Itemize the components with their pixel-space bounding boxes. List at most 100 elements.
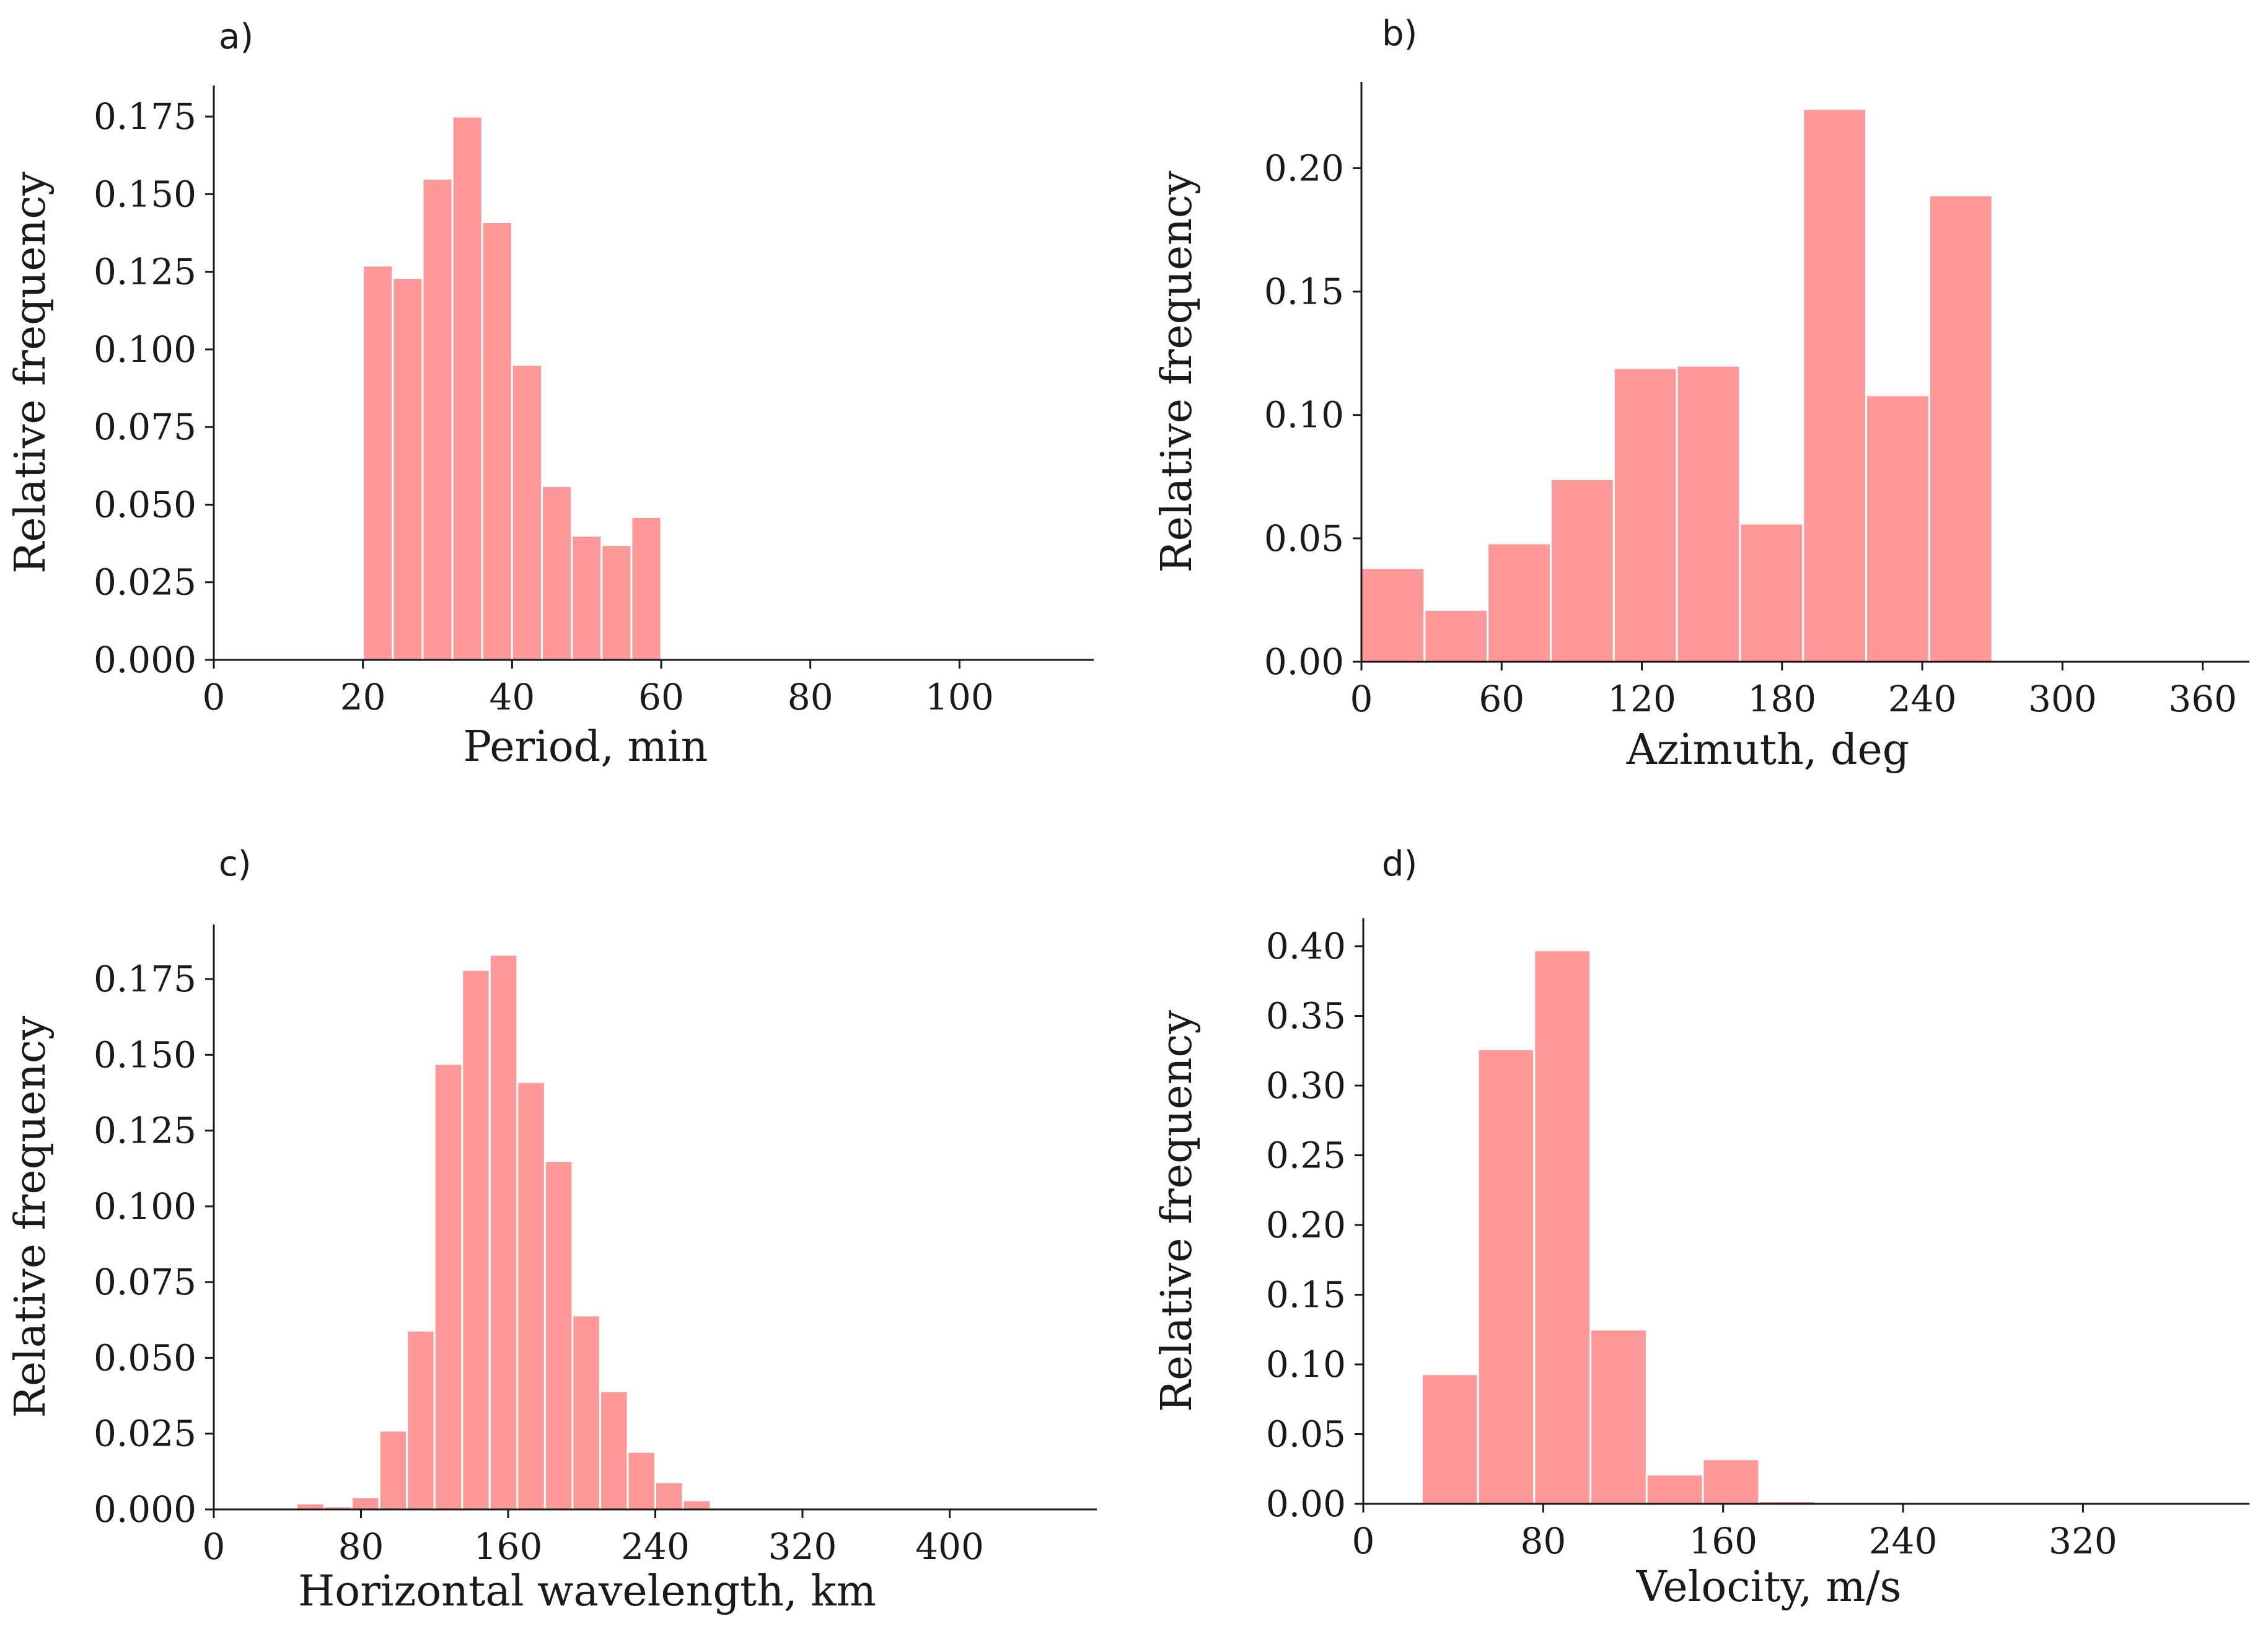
chart-panel-d: 0 80 160 240 320 0.00 0.05 0.10 0.15 0.20 0.25 0.30… — [1153, 844, 2249, 1612]
y-tick-label: 0.25 — [1266, 1135, 1346, 1177]
x-tick-label: 0 — [203, 1526, 226, 1568]
chart-panel-b: 0 60 120 180 240 300 360 0.00 0.05 0.10 0.15 0.20 Az… — [1153, 14, 2249, 775]
histogram-bar — [362, 265, 394, 661]
y-tick-label: 0.150 — [94, 1034, 196, 1076]
x-tick-label: 240 — [1869, 1520, 1938, 1562]
histogram-bar — [600, 544, 633, 661]
x-tick-label: 80 — [338, 1526, 384, 1568]
y-tick-label: 0.050 — [94, 1337, 196, 1379]
y-tick-label: 0.15 — [1264, 271, 1344, 313]
y-tick-label: 0.20 — [1266, 1204, 1346, 1246]
x-tick-label: 160 — [1689, 1520, 1757, 1562]
x-axis-label: Azimuth, deg — [1626, 726, 1910, 775]
y-axis-label: Relative frequency — [6, 1016, 55, 1418]
x-tick-label: 180 — [1747, 678, 1816, 720]
histogram-bar — [1360, 567, 1426, 663]
histogram-bar — [1676, 364, 1741, 663]
panel-label: a) — [219, 17, 253, 57]
y-tick-label: 0.100 — [94, 328, 196, 371]
histogram-bar — [1865, 394, 1930, 663]
histogram-bar — [433, 1063, 464, 1511]
panel-c: 0 80 160 240 320 400 0.000 0.025 0.050 0.075 0.100… — [0, 813, 1134, 1626]
histogram-bar — [1549, 478, 1615, 663]
x-tick-label: 240 — [621, 1526, 690, 1568]
histogram-bar — [351, 1496, 380, 1511]
histogram-bar — [406, 1329, 436, 1511]
x-tick-label: 0 — [203, 676, 226, 718]
x-tick-label: 160 — [474, 1526, 543, 1568]
x-tick-label: 80 — [788, 676, 833, 718]
y-tick-label: 0.05 — [1264, 517, 1344, 560]
panel-d: 0 80 160 240 320 0.00 0.05 0.10 0.15 0.20 0.25 0.30… — [1134, 813, 2268, 1626]
y-tick-label: 0.35 — [1266, 995, 1346, 1037]
histogram-bar — [378, 1429, 408, 1511]
x-tick-label: 360 — [2168, 678, 2237, 720]
y-tick-label: 0.175 — [94, 95, 196, 138]
histogram-bar — [630, 516, 662, 661]
y-tick-label: 0.000 — [94, 639, 196, 681]
y-tick-label: 0.00 — [1264, 641, 1344, 683]
x-tick-label: 100 — [925, 676, 994, 718]
histogram-bar — [392, 277, 424, 661]
histogram-bar — [1423, 608, 1489, 663]
y-tick-label: 0.00 — [1266, 1483, 1346, 1525]
chart-panel-a: 0 20 40 60 80 100 0.000 0.025 0.050 0.075 0.100 0.1… — [6, 17, 1094, 771]
histogram-bar — [1739, 522, 1804, 663]
histogram-bar — [516, 1081, 546, 1511]
x-tick-label: 0 — [1350, 678, 1373, 720]
x-tick-label: 0 — [1352, 1520, 1375, 1562]
histogram-bar — [1702, 1458, 1760, 1505]
y-tick-label: 0.15 — [1266, 1274, 1346, 1316]
chart-panel-c: 0 80 160 240 320 400 0.000 0.025 0.050 0.075 0.100… — [6, 844, 1097, 1616]
histogram-bar — [599, 1390, 629, 1511]
y-tick-label: 0.025 — [94, 561, 196, 604]
y-tick-label: 0.05 — [1266, 1413, 1346, 1456]
panel-label: c) — [219, 844, 252, 884]
x-tick-label: 400 — [915, 1526, 984, 1568]
panel-label: b) — [1382, 14, 1417, 54]
histogram-bar — [451, 115, 483, 661]
y-axis-label: Relative frequency — [1153, 1009, 1202, 1412]
histogram-bar — [488, 954, 519, 1511]
y-tick-label: 0.30 — [1266, 1065, 1346, 1107]
y-tick-label: 0.100 — [94, 1185, 196, 1227]
y-tick-label: 0.075 — [94, 406, 196, 448]
y-tick-label: 0.125 — [94, 1110, 196, 1152]
x-tick-label: 20 — [340, 676, 386, 718]
y-tick-label: 0.000 — [94, 1488, 196, 1530]
x-tick-label: 320 — [2049, 1520, 2117, 1562]
y-tick-label: 0.150 — [94, 173, 196, 215]
panel-label: d) — [1382, 844, 1417, 884]
histogram-bar — [1612, 367, 1678, 663]
y-tick-label: 0.175 — [94, 958, 196, 1000]
histogram-bar — [571, 1314, 601, 1511]
histogram-bar — [626, 1451, 656, 1511]
histogram-bar — [511, 364, 543, 661]
y-axis-label: Relative frequency — [1153, 170, 1202, 573]
y-tick-label: 0.075 — [94, 1261, 196, 1303]
x-tick-label: 320 — [768, 1526, 837, 1568]
histogram-bar — [543, 1160, 574, 1511]
x-tick-label: 120 — [1607, 678, 1676, 720]
histogram-bar — [682, 1499, 712, 1511]
histogram-bar — [1802, 108, 1868, 663]
histogram-bar — [1589, 1328, 1648, 1505]
histogram-bar — [540, 485, 573, 661]
histogram-bar — [1487, 542, 1552, 663]
y-tick-label: 0.40 — [1266, 925, 1346, 967]
histogram-bar — [481, 221, 513, 661]
histogram-bar — [1645, 1473, 1704, 1505]
histogram-bar — [421, 177, 454, 661]
y-axis-label: Relative frequency — [6, 171, 55, 573]
x-tick-label: 240 — [1888, 678, 1957, 720]
histogram-bar — [461, 968, 491, 1511]
y-tick-label: 0.025 — [94, 1413, 196, 1455]
x-axis-label: Period, min — [464, 722, 708, 771]
x-tick-label: 80 — [1520, 1520, 1566, 1562]
histogram-bar — [1928, 194, 1993, 663]
panel-b: 0 60 120 180 240 300 360 0.00 0.05 0.10 0.15 0.20 Az… — [1134, 0, 2268, 813]
x-axis-label: Velocity, m/s — [1636, 1563, 1902, 1612]
x-tick-label: 300 — [2028, 678, 2097, 720]
x-tick-label: 60 — [638, 676, 684, 718]
